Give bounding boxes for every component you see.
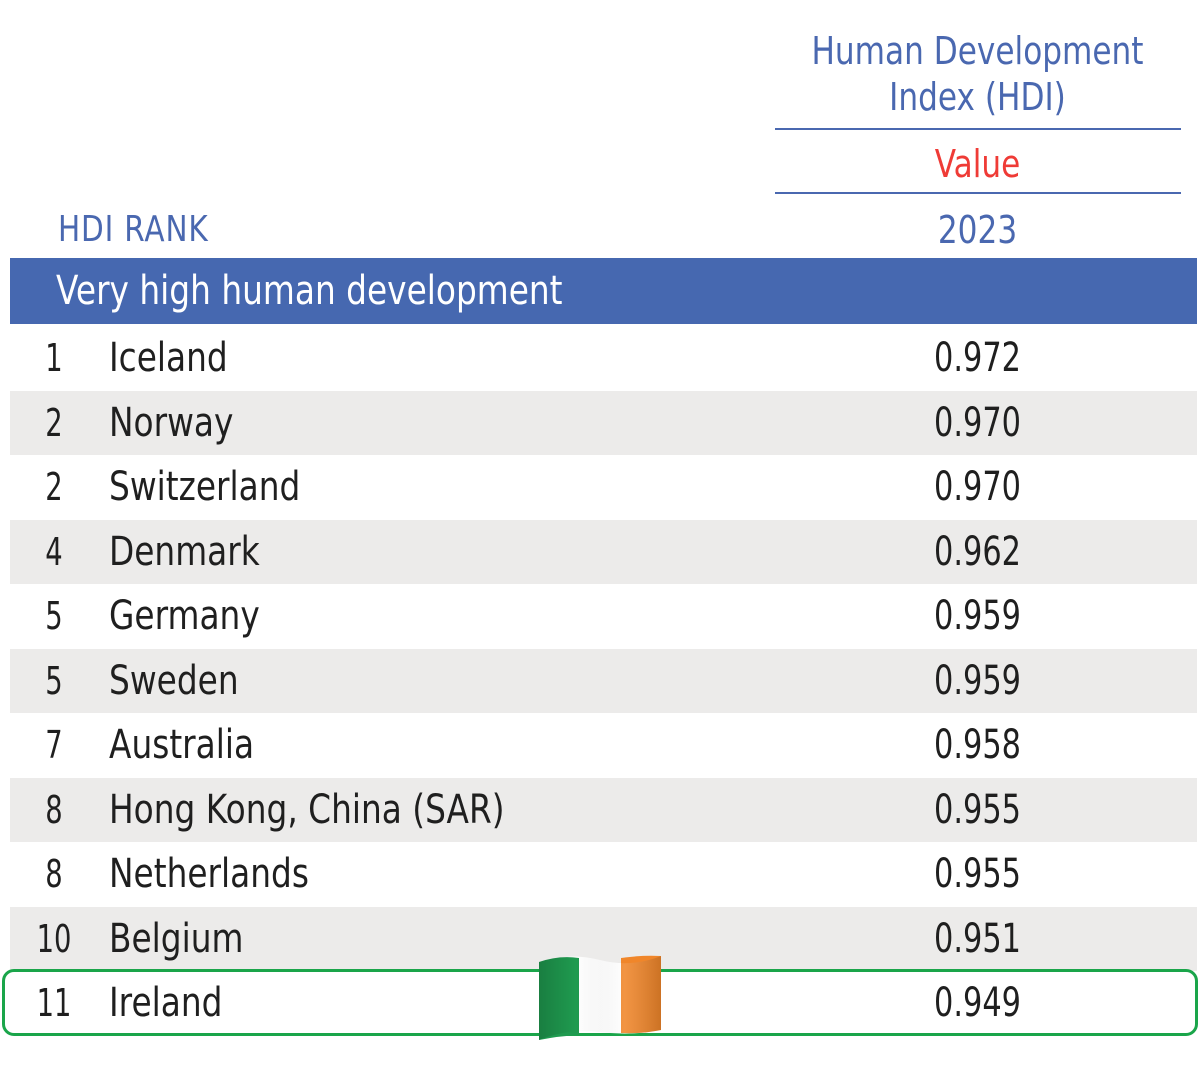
header-divider: [775, 128, 1181, 130]
hdi-value-cell: 0.949: [933, 980, 1022, 1026]
hdi-table: 1 Iceland 0.972 2 Norway 0.970 2 Switzer…: [10, 326, 1197, 1036]
rank-cell: 8: [45, 787, 63, 832]
hdi-value-cell: 0.955: [933, 786, 1022, 833]
rank-cell: 2: [45, 465, 63, 509]
rank-cell: 8: [45, 852, 63, 896]
index-title: Human Development Index (HDI): [811, 29, 1144, 119]
table-row: 8 Netherlands 0.955: [10, 842, 1197, 907]
country-cell: Hong Kong, China (SAR): [109, 786, 505, 833]
value-label: Value: [934, 142, 1021, 186]
rank-cell: 10: [36, 916, 72, 961]
table-row: 1 Iceland 0.972: [10, 326, 1197, 391]
hdi-value-cell: 0.958: [933, 722, 1022, 768]
rank-cell: 1: [45, 336, 63, 380]
hdi-value-cell: 0.972: [933, 335, 1022, 381]
rank-column-header: HDI RANK: [58, 209, 209, 250]
header-divider: [775, 192, 1181, 194]
hdi-value-cell: 0.959: [933, 593, 1022, 639]
rank-cell: 11: [36, 981, 72, 1025]
table-row: 5 Germany 0.959: [10, 584, 1197, 649]
hdi-value-cell: 0.970: [933, 399, 1022, 446]
year-label: 2023: [937, 208, 1018, 252]
hdi-value-cell: 0.962: [933, 528, 1022, 575]
hdi-value-cell: 0.951: [933, 915, 1022, 962]
table-row: 2 Norway 0.970: [10, 390, 1197, 455]
hdi-value-cell: 0.959: [933, 657, 1022, 704]
country-cell: Belgium: [109, 915, 244, 962]
hdi-value-cell: 0.955: [933, 851, 1022, 897]
rank-cell: 7: [45, 723, 63, 767]
country-cell: Australia: [109, 722, 255, 768]
country-cell: Sweden: [109, 657, 239, 704]
group-label: Very high human development: [56, 268, 563, 314]
country-cell: Norway: [109, 399, 234, 446]
table-row: 8 Hong Kong, China (SAR) 0.955: [10, 777, 1197, 842]
country-cell: Iceland: [109, 335, 228, 381]
country-cell: Netherlands: [109, 851, 309, 897]
rank-cell: 5: [45, 594, 63, 638]
country-cell: Denmark: [109, 528, 260, 575]
table-row: 5 Sweden 0.959: [10, 648, 1197, 713]
table-row: 10 Belgium 0.951: [10, 906, 1197, 971]
country-cell: Ireland: [109, 980, 223, 1026]
hdi-value-cell: 0.970: [933, 464, 1022, 510]
country-cell: Switzerland: [109, 464, 301, 510]
rank-cell: 5: [45, 658, 63, 703]
ireland-flag-icon: [539, 955, 661, 1040]
table-row: 4 Denmark 0.962: [10, 519, 1197, 584]
group-header-band: Very high human development: [10, 258, 1197, 324]
table-row: 7 Australia 0.958: [10, 713, 1197, 778]
rank-cell: 4: [45, 529, 63, 574]
rank-cell: 2: [45, 400, 63, 445]
table-row: 2 Switzerland 0.970: [10, 455, 1197, 520]
country-cell: Germany: [109, 593, 260, 639]
